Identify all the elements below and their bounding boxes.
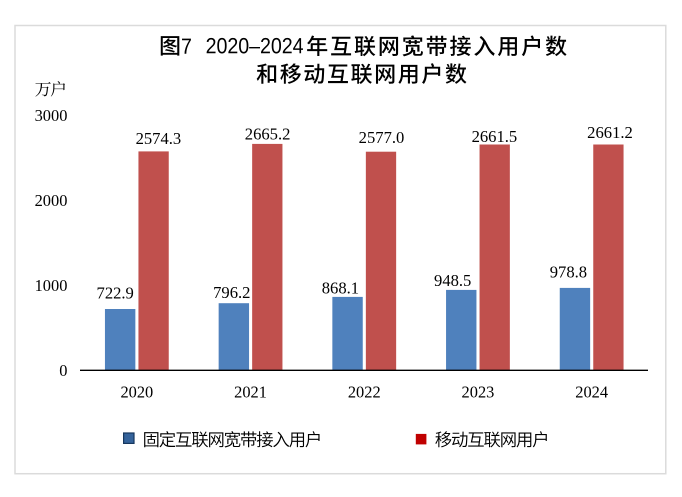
svg-text:796.2: 796.2 xyxy=(213,283,250,302)
svg-text:2022: 2022 xyxy=(348,383,381,402)
svg-text:2023: 2023 xyxy=(462,383,495,402)
svg-text:2020: 2020 xyxy=(120,383,153,402)
svg-text:2574.3: 2574.3 xyxy=(136,129,182,148)
svg-text:2024: 2024 xyxy=(575,383,608,402)
svg-text:2665.2: 2665.2 xyxy=(245,124,291,143)
svg-text:868.1: 868.1 xyxy=(322,278,359,297)
svg-text:3000: 3000 xyxy=(35,106,68,125)
svg-text:2661.2: 2661.2 xyxy=(587,123,633,142)
svg-text:2661.5: 2661.5 xyxy=(472,127,518,146)
svg-text:0: 0 xyxy=(59,361,67,380)
svg-text:2000: 2000 xyxy=(35,191,68,210)
svg-text:1000: 1000 xyxy=(35,276,68,295)
svg-text:978.8: 978.8 xyxy=(550,262,587,281)
svg-text:2021: 2021 xyxy=(234,383,267,402)
svg-text:2577.0: 2577.0 xyxy=(359,128,405,147)
svg-text:722.9: 722.9 xyxy=(97,284,134,303)
svg-text:948.5: 948.5 xyxy=(434,271,471,290)
